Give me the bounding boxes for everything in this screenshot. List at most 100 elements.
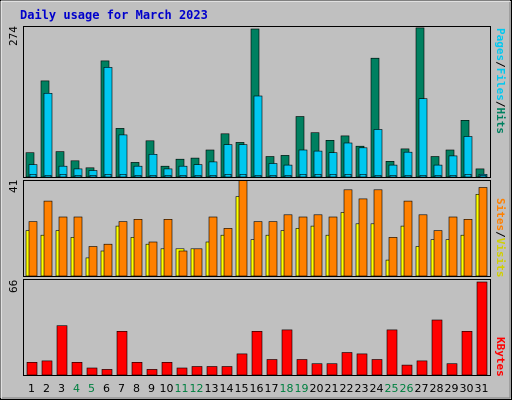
- bot-panel-ymax-label: 66: [7, 280, 20, 293]
- kbytes-bar: [146, 369, 158, 376]
- sites-bar: [373, 189, 383, 277]
- kbytes-bar: [371, 359, 383, 376]
- sites-bar: [448, 216, 458, 277]
- pages-bar: [344, 174, 352, 178]
- x-tick-label: 12: [190, 382, 204, 395]
- sites-bar: [73, 216, 83, 277]
- files-bar: [253, 95, 263, 178]
- files-bar: [103, 67, 113, 178]
- sites-bar: [313, 214, 323, 277]
- sites-bar: [88, 246, 98, 277]
- files-bar: [448, 155, 458, 178]
- top-panel-legend: Pages/Files/Hits: [494, 28, 507, 134]
- sites-bar: [388, 237, 398, 277]
- legend-separator: /: [494, 61, 507, 68]
- kbytes-bar: [176, 367, 188, 376]
- x-tick-label: 3: [58, 382, 65, 395]
- pages-bar: [134, 175, 142, 178]
- kbytes-bar: [56, 325, 68, 376]
- pages-bar: [59, 174, 67, 178]
- sites-bar: [403, 200, 413, 277]
- kbytes-bar: [221, 366, 233, 376]
- pages-bar: [119, 174, 127, 178]
- sites-bar: [268, 221, 278, 277]
- sites-bar: [418, 214, 428, 277]
- sites-bar: [28, 221, 38, 277]
- x-tick-label: 24: [370, 382, 384, 395]
- files-bar: [463, 136, 473, 178]
- pages-bar: [284, 175, 292, 178]
- legend-hits: Hits: [494, 108, 507, 135]
- legend-pages: Pages: [494, 28, 507, 61]
- kbytes-bar: [356, 353, 368, 376]
- kbytes-bar: [236, 353, 248, 376]
- kbytes-bar: [131, 361, 143, 376]
- x-tick-label: 19: [295, 382, 309, 395]
- kbytes-bar: [476, 281, 488, 376]
- x-tick-label: 21: [325, 382, 339, 395]
- sites-bar: [433, 230, 443, 277]
- x-tick-label: 16: [250, 382, 264, 395]
- kbytes-bar: [386, 329, 398, 376]
- sites-bar: [253, 221, 263, 277]
- pages-bar: [449, 175, 457, 178]
- kbytes-bar: [116, 330, 128, 376]
- kbytes-bar: [86, 367, 98, 376]
- files-bar: [343, 142, 353, 178]
- x-tick-label: 11: [175, 382, 189, 395]
- kbytes-bar: [326, 363, 338, 376]
- sites-bar: [283, 214, 293, 277]
- x-tick-label: 2: [43, 382, 50, 395]
- mid-panel-ymax-label: 41: [7, 180, 20, 193]
- files-bar: [238, 144, 248, 178]
- pages-bar: [314, 174, 322, 178]
- pages-bar: [179, 175, 187, 178]
- sites-bar: [133, 219, 143, 277]
- pages-bar: [164, 175, 172, 178]
- pages-bar: [434, 175, 442, 178]
- sites-bar: [103, 243, 113, 277]
- sites-bar: [343, 189, 353, 277]
- x-tick-label: 29: [445, 382, 459, 395]
- x-tick-label: 7: [118, 382, 125, 395]
- sites-bar: [148, 241, 158, 277]
- x-tick-label: 4: [73, 382, 80, 395]
- kbytes-bar: [401, 364, 413, 376]
- files-bar: [148, 154, 158, 178]
- sites-bar: [163, 219, 173, 277]
- kbytes-bar: [206, 366, 218, 376]
- files-bar: [43, 93, 53, 178]
- x-tick-label: 14: [220, 382, 234, 395]
- x-tick-label: 15: [235, 382, 249, 395]
- kbytes-bar: [26, 361, 38, 376]
- pages-bar: [404, 175, 412, 178]
- files-bar: [268, 163, 278, 178]
- kbytes-bar: [311, 363, 323, 376]
- pages-bar: [194, 175, 202, 178]
- kbytes-bar: [266, 359, 278, 376]
- files-bar: [328, 152, 338, 178]
- files-bar: [358, 147, 368, 178]
- files-bar: [373, 129, 383, 178]
- pages-bar: [209, 175, 217, 178]
- kbytes-bar: [281, 329, 293, 376]
- kbytes-bar: [191, 366, 203, 376]
- x-tick-label: 10: [160, 382, 174, 395]
- sites-bar: [238, 180, 248, 277]
- sites-bar: [298, 216, 308, 277]
- kbytes-bar: [101, 369, 113, 376]
- sites-bar: [223, 228, 233, 277]
- x-tick-label: 28: [430, 382, 444, 395]
- mid-panel-legend: Sites/Visits: [494, 198, 507, 278]
- x-tick-label: 20: [310, 382, 324, 395]
- sites-bar: [58, 216, 68, 277]
- kbytes-bar: [296, 359, 308, 376]
- pages-bar: [479, 175, 487, 178]
- files-bar: [403, 151, 413, 178]
- files-bar: [118, 134, 128, 178]
- sites-bar: [478, 187, 488, 277]
- files-bar: [223, 144, 233, 178]
- sites-bar: [463, 219, 473, 277]
- legend-files: Files: [494, 68, 507, 101]
